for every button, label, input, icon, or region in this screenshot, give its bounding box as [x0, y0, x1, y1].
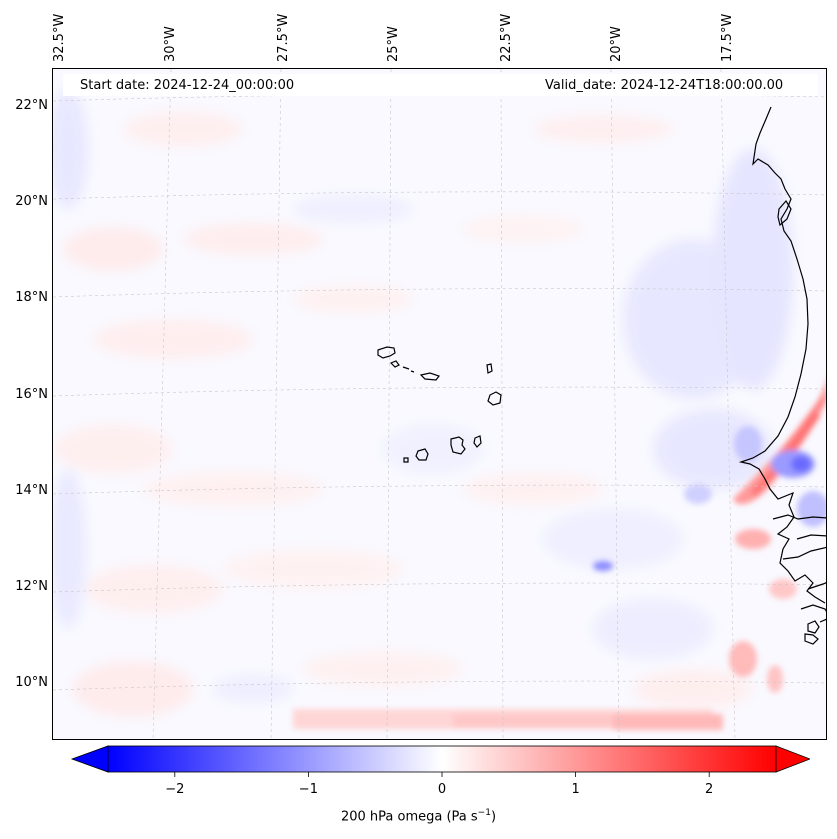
valid-date-label: Valid_date: 2024-12-24T18:00:00.00: [545, 78, 784, 93]
lat-label: 12°N: [15, 579, 48, 594]
colorbar-tick-label: 0: [437, 782, 447, 797]
lat-label: 20°N: [15, 194, 48, 209]
lon-label: 22.5°W: [499, 13, 514, 62]
lat-label: 22°N: [15, 98, 48, 113]
field-shading-negative: [53, 89, 793, 703]
african-coastline: [738, 106, 826, 645]
start-date-label: Start date: 2024-12-24_00:00:00: [80, 78, 295, 93]
colorbar-tick-label: −1: [298, 782, 318, 797]
lon-label: 32.5°W: [52, 13, 67, 62]
colorbar-title: 200 hPa omega (Pa s−1): [0, 808, 837, 824]
lat-label: 18°N: [15, 290, 48, 305]
colorbar-max-extend: [775, 745, 812, 773]
lon-label: 27.5°W: [276, 13, 291, 62]
colorbar-title-close: ): [490, 809, 497, 825]
map-panel[interactable]: [52, 68, 827, 740]
colorbar-tick-label: 2: [705, 782, 714, 797]
omega-field-map: [53, 69, 826, 739]
southern-band: [293, 709, 723, 730]
cape-verde-islands: [377, 346, 502, 463]
coastal-strong-features: [593, 381, 826, 693]
colorbar-tick-label: 1: [571, 782, 580, 797]
lat-label: 14°N: [15, 483, 48, 498]
colorbar-title-superscript: −1: [477, 808, 491, 818]
colorbar-graphic: [70, 745, 812, 777]
header-strip: [63, 74, 818, 96]
colorbar-ticks: [174, 772, 710, 777]
lon-label: 30°W: [163, 26, 178, 62]
map-background: [53, 69, 826, 739]
lon-label: 20°W: [609, 26, 624, 62]
colorbar-tick-label: −2: [165, 782, 185, 797]
lon-label: 25°W: [386, 26, 401, 62]
lon-label: 17.5°W: [720, 13, 735, 62]
colorbar-gradient: [107, 745, 777, 773]
colorbar-min-extend: [70, 745, 109, 773]
colorbar: [70, 745, 812, 783]
colorbar-title-main: 200 hPa omega (Pa s: [340, 809, 478, 825]
lat-label: 10°N: [15, 675, 48, 690]
lat-label: 16°N: [15, 387, 48, 402]
